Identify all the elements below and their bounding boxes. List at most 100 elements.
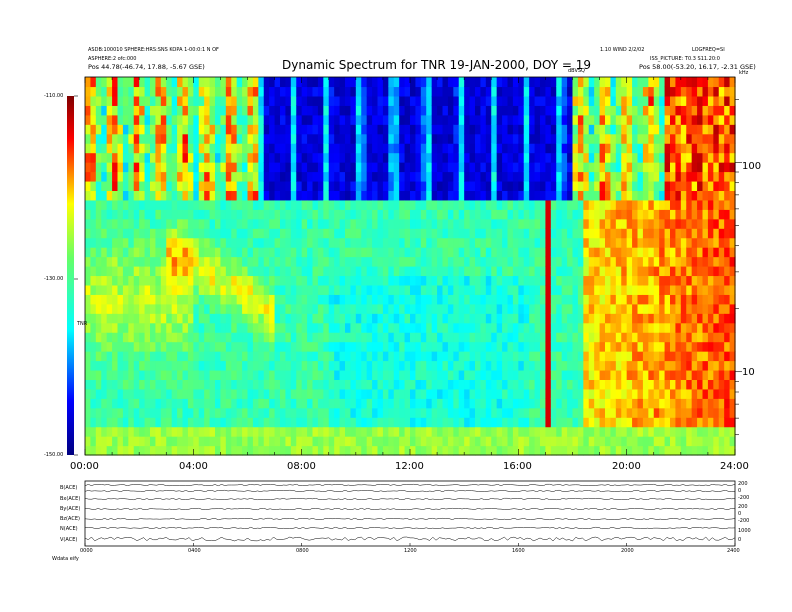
spectrogram-cell [550, 266, 557, 277]
spectrogram-cell [426, 284, 433, 295]
spectrogram-cell [323, 284, 330, 295]
spectrogram-cell [90, 133, 97, 144]
spectrogram-cell [702, 398, 709, 409]
spectrogram-cell [713, 322, 720, 333]
spectrogram-cell [139, 303, 146, 314]
spectrogram-cell [502, 256, 509, 267]
spectrogram-cell [85, 388, 92, 399]
spectrogram-cell [442, 417, 449, 428]
spectrogram-cell [458, 407, 465, 418]
spectrogram-cell [469, 436, 476, 447]
spectrogram-cell [707, 388, 714, 399]
spectrogram-cell [594, 143, 601, 154]
spectrogram-cell [85, 162, 92, 173]
spectrogram-cell [512, 86, 519, 97]
header-left-position: Pos 44.78(-46.74, 17.88, -5.67 GSE) [88, 63, 205, 71]
spectrogram-cell [567, 180, 574, 191]
spectrogram-cell [605, 86, 612, 97]
spectrogram-cell [388, 360, 395, 371]
spectrogram-cell [122, 162, 129, 173]
spectrogram-cell [426, 322, 433, 333]
spectrogram-cell [106, 180, 113, 191]
spectrogram-cell [366, 369, 373, 380]
spectrogram-cell [469, 114, 476, 125]
spectrogram-cell [388, 247, 395, 258]
spectrogram-cell [372, 152, 379, 163]
spectrogram-cell [399, 360, 406, 371]
spectrogram-cell [328, 417, 335, 428]
spectrogram-cell [529, 294, 536, 305]
spectrogram-cell [242, 360, 249, 371]
spectrogram-cell [85, 209, 92, 220]
spectrogram-cell [426, 398, 433, 409]
spectrogram-cell [85, 436, 92, 447]
spectrogram-cell [670, 95, 677, 106]
spectrogram-cell [626, 228, 633, 239]
spectrogram-cell [545, 417, 552, 428]
spectrogram-cell [242, 228, 249, 239]
spectrogram-cell [453, 228, 460, 239]
spectrogram-cell [469, 275, 476, 286]
spectrogram-cell [144, 266, 151, 277]
y-unit-label: kHz [739, 70, 749, 76]
spectrogram-cell [480, 190, 487, 201]
spectrogram-cell [632, 190, 639, 201]
spectrogram-cell [187, 228, 194, 239]
spectrogram-cell [117, 95, 124, 106]
spectrogram-cell [139, 105, 146, 116]
spectrogram-cell [545, 152, 552, 163]
spectrogram-cell [637, 445, 644, 456]
spectrogram-cell [150, 303, 157, 314]
spectrogram-cell [350, 303, 357, 314]
spectrogram-cell [583, 445, 590, 456]
spectrogram-cell [225, 436, 232, 447]
spectrogram-cell [469, 322, 476, 333]
spectrogram-cell [269, 303, 276, 314]
spectrogram-cell [133, 266, 140, 277]
spectrogram-cell [117, 351, 124, 362]
spectrogram-cell [453, 313, 460, 324]
spectrogram-cell [182, 180, 189, 191]
spectrogram-cell [323, 162, 330, 173]
spectrogram-cell [372, 341, 379, 352]
spectrogram-cell [377, 322, 384, 333]
spectrogram-cell [686, 322, 693, 333]
spectrogram-cell [209, 77, 216, 88]
spectrogram-cell [117, 171, 124, 182]
spectrogram-cell [285, 199, 292, 210]
spectrogram-cell [659, 303, 666, 314]
spectrogram-cell [583, 247, 590, 258]
spectrogram-cell [388, 256, 395, 267]
spectrogram-cell [90, 407, 97, 418]
spectrogram-cell [550, 313, 557, 324]
spectrogram-cell [724, 294, 731, 305]
spectrogram-cell [599, 105, 606, 116]
spectrogram-cell [160, 436, 167, 447]
spectrogram-cell [139, 407, 146, 418]
spectrogram-cell [415, 124, 422, 135]
spectrogram-cell [540, 360, 547, 371]
spectrogram-cell [231, 77, 238, 88]
spectrogram-cell [512, 171, 519, 182]
spectrogram-cell [150, 388, 157, 399]
spectrogram-cell [512, 266, 519, 277]
spectrogram-cell [328, 426, 335, 437]
spectrogram-cell [550, 133, 557, 144]
spectrogram-cell [328, 247, 335, 258]
spectrogram-cell [642, 351, 649, 362]
spectrogram-cell [615, 152, 622, 163]
spectrogram-cell [263, 417, 270, 428]
spectrogram-cell [594, 426, 601, 437]
spectrogram-cell [718, 114, 725, 125]
spectrogram-cell [464, 199, 471, 210]
spectrogram-cell [150, 86, 157, 97]
spectrogram-cell [177, 247, 184, 258]
spectrogram-cell [686, 95, 693, 106]
spectrogram-cell [545, 322, 552, 333]
spectrogram-cell [567, 199, 574, 210]
spectrogram-cell [642, 360, 649, 371]
spectrogram-cell [122, 199, 129, 210]
spectrogram-cell [659, 407, 666, 418]
spectrogram-cell [480, 275, 487, 286]
spectrogram-cell [458, 209, 465, 220]
